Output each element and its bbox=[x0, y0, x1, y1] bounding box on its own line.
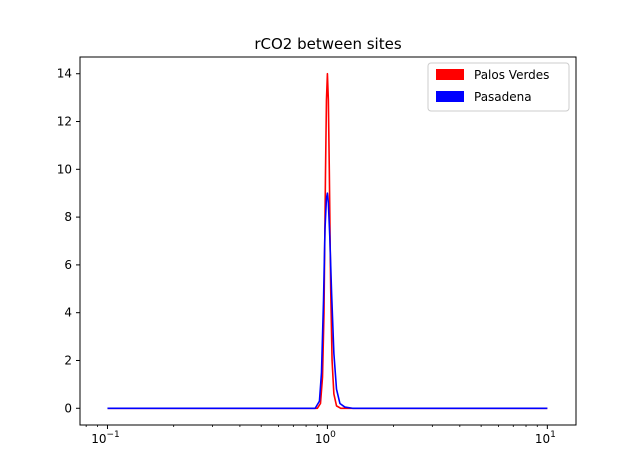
chart-title: rCO2 between sites bbox=[254, 35, 401, 53]
y-tick-label: 4 bbox=[64, 306, 72, 320]
series-line-pasadena bbox=[107, 192, 548, 410]
y-tick-label: 0 bbox=[64, 401, 72, 415]
legend-label: Pasadena bbox=[474, 90, 532, 104]
y-tick-label: 12 bbox=[57, 115, 72, 129]
x-tick-base: 10 bbox=[91, 432, 106, 446]
x-tick-exponent: 0 bbox=[330, 430, 336, 440]
series-line-palos-verdes bbox=[107, 72, 548, 410]
x-tick-exponent: 1 bbox=[550, 430, 556, 440]
x-tick-base: 10 bbox=[535, 432, 550, 446]
y-axis: 0 2 4 6 8 10 12 14 bbox=[57, 67, 80, 415]
y-tick-label: 10 bbox=[57, 162, 72, 176]
legend-label: Palos Verdes bbox=[474, 68, 549, 82]
y-tick-label: 14 bbox=[57, 67, 72, 81]
series-layer bbox=[107, 72, 548, 410]
x-tick-label: 10−1 bbox=[91, 430, 120, 446]
y-tick-label: 6 bbox=[64, 258, 72, 272]
plot-frame bbox=[79, 56, 577, 426]
x-tick-exponent: −1 bbox=[106, 430, 119, 440]
legend: Palos Verdes Pasadena bbox=[427, 62, 570, 112]
x-tick-label: 101 bbox=[535, 430, 556, 446]
x-tick-base: 10 bbox=[315, 432, 330, 446]
x-tick-label: 100 bbox=[315, 430, 336, 446]
legend-swatch bbox=[436, 69, 464, 80]
y-tick-label: 2 bbox=[64, 353, 72, 367]
legend-swatch bbox=[436, 91, 464, 102]
y-tick-label: 8 bbox=[64, 210, 72, 224]
x-axis: 10−1 100 101 bbox=[85, 425, 556, 446]
